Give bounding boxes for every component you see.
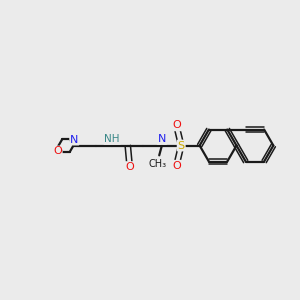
Text: N: N [70, 135, 79, 145]
Text: O: O [125, 162, 134, 172]
Text: O: O [173, 120, 182, 130]
Text: O: O [53, 146, 62, 157]
Text: N: N [158, 134, 166, 144]
Text: NH: NH [104, 134, 120, 144]
Text: CH₃: CH₃ [149, 159, 167, 169]
Text: O: O [173, 161, 182, 171]
Text: S: S [178, 140, 185, 151]
